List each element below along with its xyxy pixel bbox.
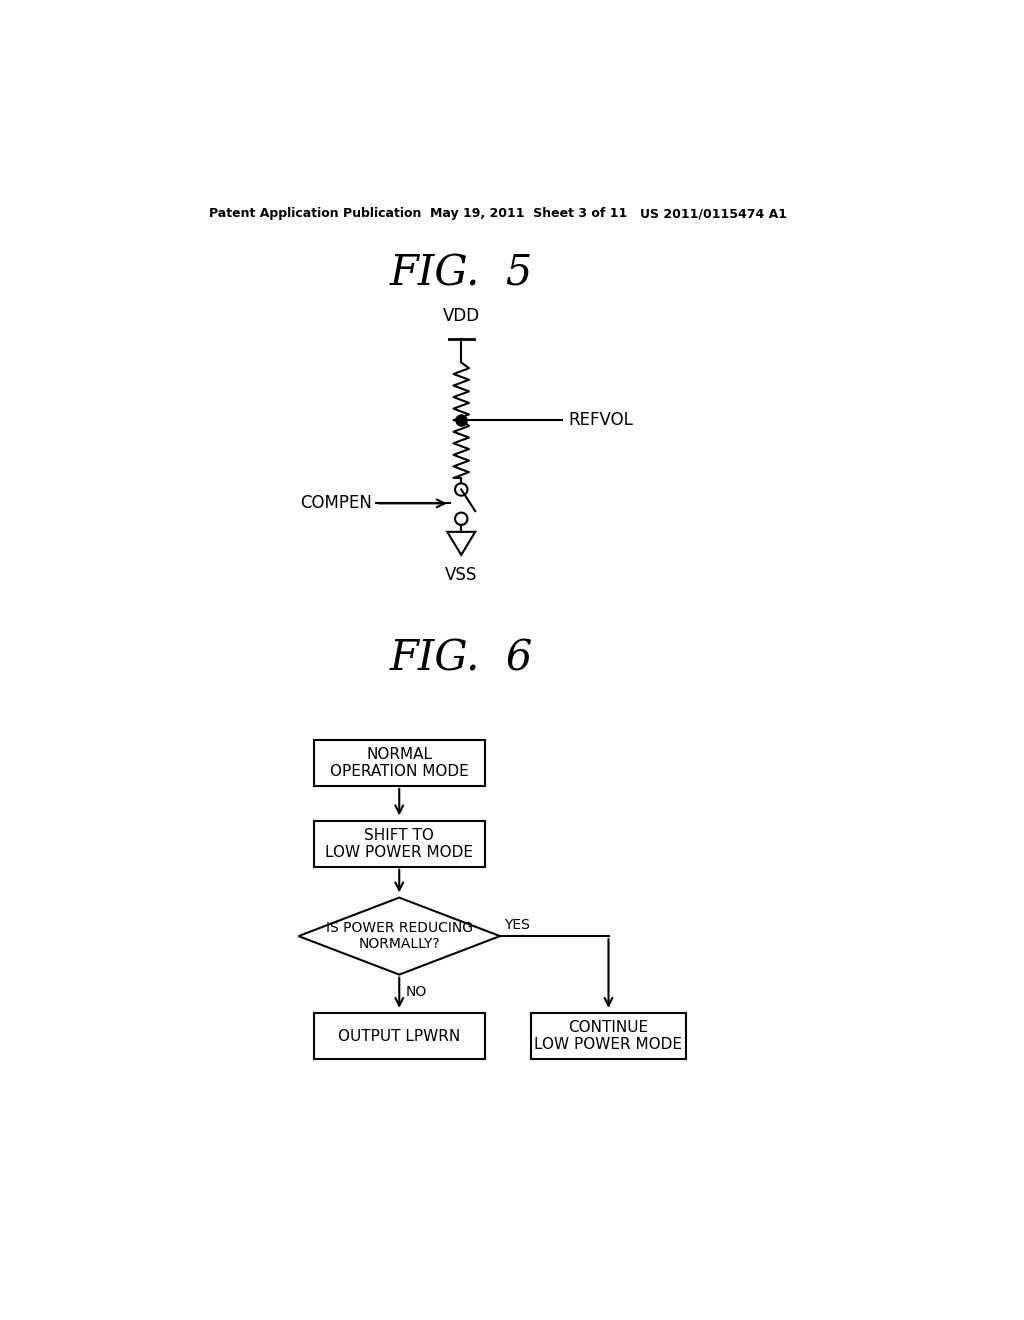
Text: IS POWER REDUCING
NORMALLY?: IS POWER REDUCING NORMALLY? [326, 921, 473, 952]
Text: REFVOL: REFVOL [568, 412, 633, 429]
Text: YES: YES [504, 917, 529, 932]
Text: FIG.  6: FIG. 6 [389, 638, 532, 680]
Text: COMPEN: COMPEN [300, 495, 372, 512]
Text: Patent Application Publication: Patent Application Publication [209, 207, 422, 220]
Text: May 19, 2011  Sheet 3 of 11: May 19, 2011 Sheet 3 of 11 [430, 207, 628, 220]
Text: NORMAL
OPERATION MODE: NORMAL OPERATION MODE [330, 747, 469, 779]
Text: US 2011/0115474 A1: US 2011/0115474 A1 [640, 207, 786, 220]
Bar [531, 1014, 686, 1059]
Text: FIG.  5: FIG. 5 [389, 253, 532, 294]
Text: VSS: VSS [445, 566, 477, 585]
Text: OUTPUT LPWRN: OUTPUT LPWRN [338, 1028, 461, 1044]
Bar [314, 739, 484, 785]
Text: NO: NO [406, 985, 427, 998]
Bar [314, 821, 484, 867]
Text: CONTINUE
LOW POWER MODE: CONTINUE LOW POWER MODE [535, 1020, 683, 1052]
Bar [314, 1014, 484, 1059]
Text: VDD: VDD [442, 308, 480, 326]
Text: SHIFT TO
LOW POWER MODE: SHIFT TO LOW POWER MODE [326, 828, 473, 859]
